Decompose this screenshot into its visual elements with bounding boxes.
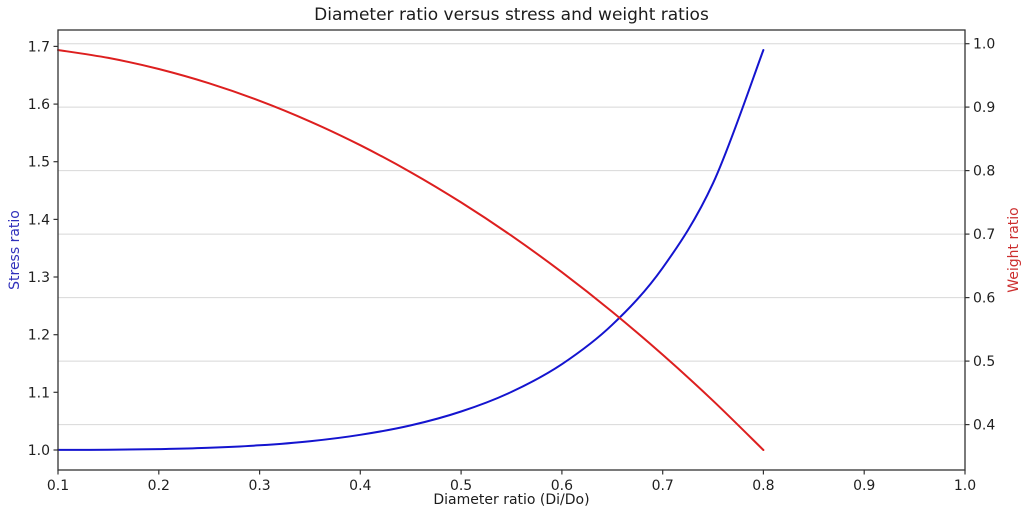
y-left-tick-label: 1.2 <box>28 328 50 344</box>
y-left-tick-label: 1.4 <box>28 212 50 228</box>
x-tick-label: 0.6 <box>551 478 573 494</box>
y-left-tick-label: 1.0 <box>28 443 50 459</box>
y-left-tick-label: 1.5 <box>28 155 50 171</box>
y-left-tick-label: 1.6 <box>28 97 50 113</box>
y-right-tick-label: 0.8 <box>973 164 995 180</box>
y-right-tick-label: 0.6 <box>973 291 995 307</box>
tick-marks <box>53 43 970 475</box>
y-right-tick-label: 0.7 <box>973 227 995 243</box>
x-tick-label: 0.3 <box>248 478 270 494</box>
x-tick-label: 1.0 <box>954 478 976 494</box>
y-right-tick-label: 0.5 <box>973 354 995 370</box>
x-tick-label: 0.2 <box>148 478 170 494</box>
gridlines <box>58 43 965 426</box>
axes-frame <box>57 29 966 471</box>
x-tick-label: 0.1 <box>47 478 69 494</box>
y-left-tick-label: 1.1 <box>28 385 50 401</box>
y-right-tick-label: 1.0 <box>973 37 995 53</box>
x-tick-label: 0.9 <box>853 478 875 494</box>
y-right-tick-label: 0.4 <box>973 418 995 434</box>
x-tick-label: 0.7 <box>652 478 674 494</box>
y-left-tick-label: 1.3 <box>28 270 50 286</box>
x-tick-label: 0.8 <box>752 478 774 494</box>
x-tick-label: 0.4 <box>349 478 371 494</box>
weight-ratio-curve <box>57 49 765 451</box>
x-axis-label: Diameter ratio (Di/Do) <box>433 492 590 508</box>
chart-title: Diameter ratio versus stress and weight … <box>314 5 709 25</box>
tick-labels: 0.1 0.2 0.3 0.4 0.5 0.6 0.7 0.8 0.9 1.0 1.0 1.1 1.2 1… <box>28 37 996 494</box>
x-tick-label: 0.5 <box>450 478 472 494</box>
stress-ratio-curve <box>57 49 765 451</box>
y-left-tick-label: 1.7 <box>28 39 50 55</box>
y-right-tick-label: 0.9 <box>973 100 995 116</box>
